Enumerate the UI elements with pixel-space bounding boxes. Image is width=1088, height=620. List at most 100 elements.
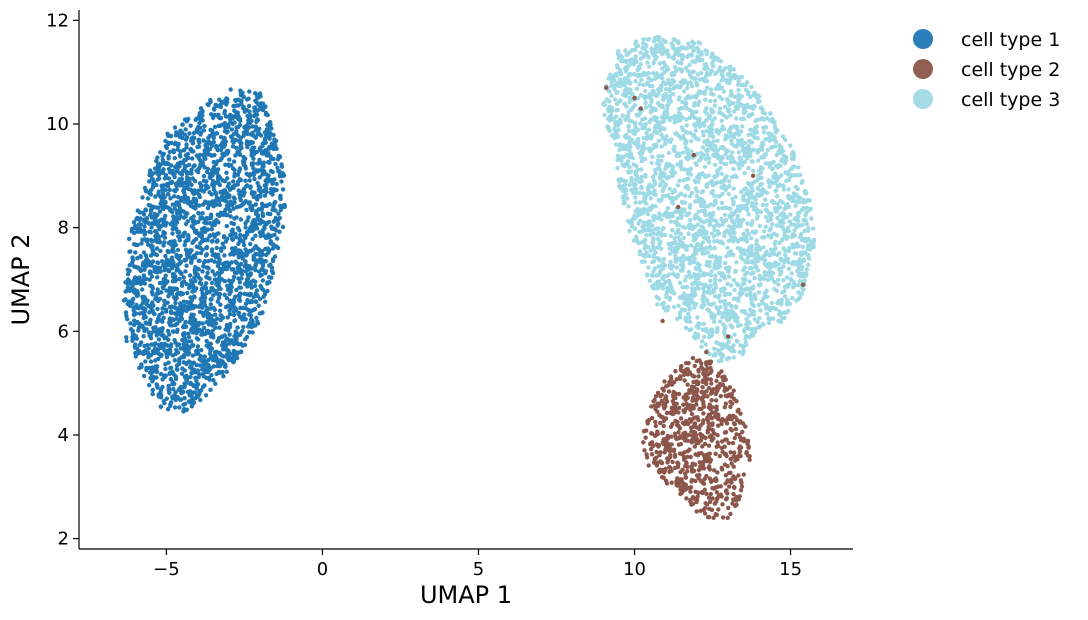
point-cell-type-1: [265, 246, 271, 251]
point-cell-type-1: [184, 171, 190, 176]
point-cell-type-3: [764, 303, 769, 308]
point-cell-type-3: [624, 86, 629, 91]
point-cell-type-3: [672, 235, 677, 241]
point-cell-type-2: [700, 462, 706, 468]
point-cell-type-2: [709, 381, 714, 386]
point-cell-type-3: [707, 71, 713, 76]
point-cell-type-1: [158, 371, 164, 377]
point-cell-type-3: [743, 87, 749, 93]
point-cell-type-3: [726, 317, 732, 322]
point-cell-type-1: [224, 170, 229, 175]
point-cell-type-2: [733, 426, 739, 432]
point-cell-type-3: [780, 134, 786, 139]
point-cell-type-1: [141, 373, 147, 379]
point-cell-type-3: [700, 129, 706, 135]
point-cell-type-1: [204, 145, 209, 150]
point-cell-type-1: [198, 397, 203, 403]
point-cell-type-3: [787, 282, 792, 287]
point-cell-type-3: [607, 128, 612, 133]
point-cell-type-3: [637, 218, 643, 223]
point-cell-type-3: [684, 46, 690, 51]
point-cell-type-3: [772, 119, 777, 124]
point-cell-type-1: [252, 283, 258, 289]
point-cell-type-3: [740, 124, 745, 129]
point-cell-type-2: [644, 452, 649, 457]
point-cell-type-3: [631, 190, 636, 196]
point-cell-type-2: [732, 422, 737, 427]
point-cell-type-3: [733, 104, 738, 110]
point-cell-type-3: [788, 276, 794, 282]
point-cell-type-2: [691, 379, 696, 385]
point-cell-type-2: [693, 478, 698, 484]
point-cell-type-1: [150, 391, 155, 397]
point-cell-type-1: [179, 172, 185, 177]
point-cell-type-3: [706, 160, 712, 165]
point-cell-type-3: [657, 120, 663, 125]
point-cell-type-3: [719, 68, 724, 74]
point-cell-type-3: [748, 293, 753, 298]
point-cell-type-1: [163, 253, 168, 259]
point-cell-type-3: [776, 318, 781, 324]
point-cell-type-3: [775, 165, 781, 170]
point-cell-type-3: [699, 190, 704, 195]
point-cell-type-3: [722, 233, 727, 239]
point-cell-type-3: [741, 116, 746, 121]
point-cell-type-3: [634, 234, 639, 239]
point-cell-type-1: [234, 145, 239, 150]
point-cell-type-3: [649, 48, 654, 53]
point-cell-type-2: [707, 451, 712, 456]
point-cell-type-3: [701, 247, 707, 252]
point-cell-type-3: [688, 130, 693, 136]
point-cell-type-3: [778, 223, 783, 229]
point-cell-type-2: [672, 465, 678, 471]
point-cell-type-3: [710, 61, 715, 66]
point-cell-type-3: [667, 251, 673, 256]
point-cell-type-3: [708, 55, 714, 60]
point-cell-type-3: [786, 187, 791, 192]
point-cell-type-2: [678, 416, 684, 421]
point-cell-type-1: [127, 236, 132, 241]
point-cell-type-3: [686, 231, 691, 236]
point-cell-type-1: [196, 188, 201, 193]
point-cell-type-1: [257, 157, 262, 163]
point-cell-type-3: [659, 84, 664, 89]
point-cell-type-2: [705, 418, 711, 423]
point-cell-type-3: [680, 150, 686, 155]
point-cell-type-2: [700, 444, 705, 449]
point-cell-type-2: [669, 480, 674, 485]
point-cell-type-3: [650, 283, 655, 289]
point-cell-type-2: [686, 432, 691, 438]
point-cell-type-1: [244, 334, 250, 340]
point-cell-type-3: [712, 199, 718, 204]
point-cell-type-3: [796, 290, 801, 295]
point-cell-type-1: [253, 128, 258, 133]
point-cell-type-2: [690, 495, 696, 500]
point-cell-type-2: [740, 421, 746, 426]
point-cell-type-1: [203, 237, 208, 243]
point-cell-type-3: [689, 191, 694, 196]
point-cell-type-2: [643, 435, 648, 440]
point-cell-type-3: [691, 41, 697, 46]
point-cell-type-3: [753, 326, 759, 331]
point-cell-type-1: [236, 169, 242, 174]
point-cell-type-3: [698, 70, 704, 76]
point-cell-type-1: [223, 162, 228, 167]
point-cell-type-3: [785, 275, 790, 280]
point-cell-type-1: [228, 209, 233, 214]
point-cell-type-2: [700, 385, 705, 390]
point-cell-type-3: [672, 85, 677, 90]
point-cell-type-2: [678, 364, 684, 369]
point-cell-type-3: [739, 137, 744, 143]
point-cell-type-2: [706, 495, 712, 500]
point-cell-type-3: [785, 235, 790, 240]
point-cell-type-3: [669, 72, 674, 78]
point-cell-type-3: [812, 237, 817, 243]
point-cell-type-3: [625, 113, 630, 119]
point-cell-type-2: [703, 378, 709, 384]
point-cell-type-3: [647, 64, 652, 69]
point-cell-type-3: [667, 195, 673, 201]
point-cell-type-1: [162, 194, 167, 200]
point-cell-type-3: [681, 136, 687, 141]
point-cell-type-1: [124, 313, 129, 318]
